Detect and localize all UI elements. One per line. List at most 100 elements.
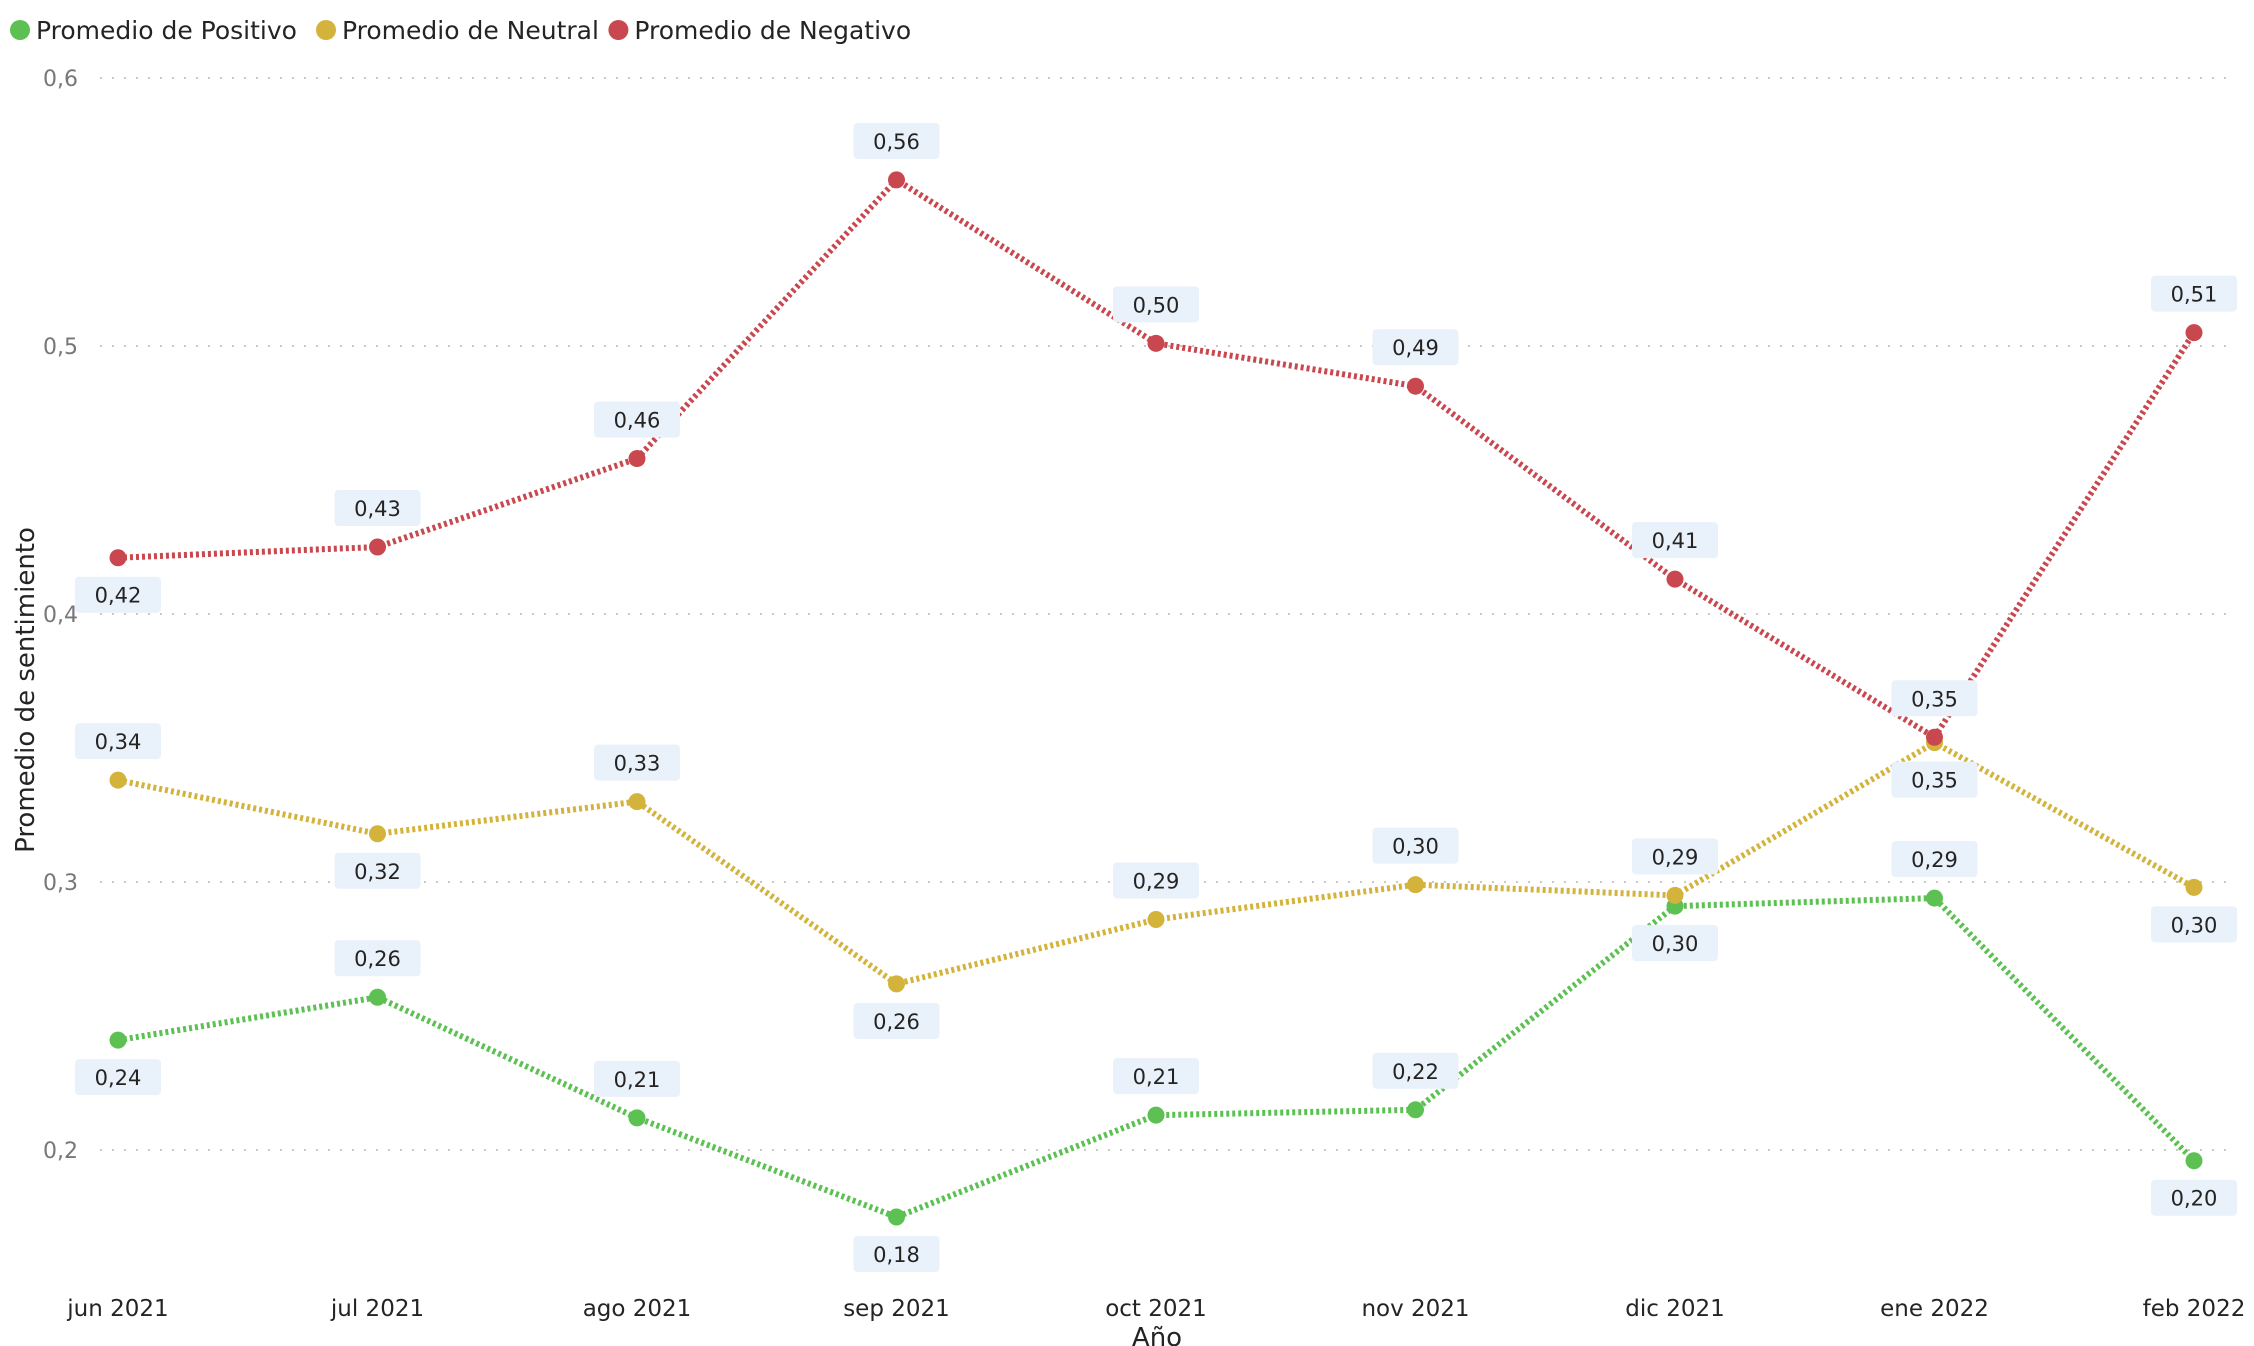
data-point[interactable]	[628, 450, 646, 468]
data-label-text: 0,26	[354, 947, 401, 971]
x-axis-ticks: jun 2021 jul 2021 ago 2021 sep 2021 oct 2021…	[66, 1296, 2245, 1322]
data-label-text: 0,35	[1911, 687, 1958, 711]
data-label-background	[1632, 522, 1718, 559]
legend-item[interactable]: Promedio de Negativo	[608, 16, 911, 45]
data-label-text: 0,33	[614, 752, 661, 776]
y-tick-label: 0,2	[43, 1139, 78, 1164]
data-label-background	[1632, 925, 1718, 962]
data-label-background	[594, 744, 680, 781]
data-point[interactable]	[2185, 1152, 2203, 1170]
data-point[interactable]	[109, 771, 127, 789]
data-label-background	[1113, 286, 1199, 323]
data-point[interactable]	[1407, 876, 1424, 894]
x-tick-label: ene 2022	[1880, 1296, 1989, 1322]
y-axis-title: Promedio de sentimiento	[11, 527, 41, 853]
x-tick-label: feb 2022	[2143, 1296, 2246, 1322]
series-line	[117, 176, 2197, 741]
data-point[interactable]	[888, 975, 905, 993]
legend-label: Promedio de Neutral	[342, 16, 599, 45]
data-label: 0,21	[1113, 1058, 1199, 1095]
data-label-text: 0,29	[1133, 870, 1180, 894]
data-label-background	[1891, 761, 1978, 798]
data-label: 0,34	[75, 723, 161, 760]
data-point[interactable]	[369, 538, 386, 556]
data-point[interactable]	[1666, 570, 1684, 588]
data-point[interactable]	[628, 793, 646, 811]
data-point[interactable]	[2185, 324, 2203, 342]
data-point[interactable]	[109, 549, 127, 567]
data-label-text: 0,43	[354, 497, 401, 521]
legend-label: Promedio de Positivo	[36, 16, 297, 45]
x-tick-label: oct 2021	[1105, 1296, 1207, 1322]
data-label: 0,18	[853, 1236, 940, 1272]
data-label: 0,49	[1372, 329, 1459, 366]
x-tick-label: ago 2021	[583, 1296, 692, 1322]
series-line	[117, 895, 2197, 1220]
data-label: 0,56	[853, 122, 940, 159]
data-label-text: 0,32	[354, 860, 401, 884]
gridlines	[100, 77, 2230, 1151]
data-label-background	[334, 490, 421, 526]
data-label-background	[1891, 841, 1978, 878]
data-label-text: 0,29	[1911, 848, 1958, 872]
data-label-background	[853, 1236, 940, 1272]
data-label-background	[2151, 906, 2237, 943]
data-label: 0,42	[75, 576, 161, 613]
data-label-text: 0,21	[614, 1068, 661, 1092]
data-point[interactable]	[888, 1208, 905, 1226]
data-label-background	[1632, 838, 1718, 875]
data-point[interactable]	[628, 1109, 646, 1127]
y-tick-label: 0,5	[43, 335, 78, 360]
data-label: 0,29	[1891, 841, 1978, 878]
legend-label: Promedio de Negativo	[634, 16, 911, 45]
data-point[interactable]	[1147, 1106, 1165, 1124]
data-label-background	[334, 852, 421, 889]
data-label-background	[1372, 329, 1459, 366]
data-label: 0,30	[1632, 925, 1718, 962]
data-point[interactable]	[1407, 1101, 1424, 1119]
data-label-text: 0,42	[95, 584, 142, 608]
data-point[interactable]	[369, 988, 386, 1006]
data-label-background	[853, 1002, 940, 1039]
data-label-text: 0,56	[873, 130, 920, 154]
data-label-background	[1372, 1052, 1459, 1089]
y-axis-ticks: 0,2 0,3 0,4 0,5 0,6	[43, 67, 78, 1164]
data-point[interactable]	[1147, 911, 1165, 929]
data-label-text: 0,30	[1392, 835, 1439, 859]
data-label-text: 0,41	[1652, 529, 1699, 553]
data-label: 0,51	[2151, 275, 2237, 312]
data-point[interactable]	[1926, 728, 1943, 746]
data-label-background	[594, 1060, 680, 1097]
data-label-background	[75, 576, 161, 613]
x-axis-title: Año	[1132, 1323, 1182, 1346]
data-point[interactable]	[1147, 334, 1165, 352]
data-point[interactable]	[888, 171, 905, 189]
data-point[interactable]	[1666, 886, 1684, 904]
data-point[interactable]	[369, 825, 386, 843]
data-point[interactable]	[1407, 377, 1424, 395]
data-label-text: 0,46	[614, 409, 661, 433]
data-label: 0,35	[1891, 761, 1978, 798]
data-label: 0,29	[1113, 862, 1199, 899]
data-point[interactable]	[2185, 878, 2203, 896]
data-label-text: 0,26	[873, 1010, 920, 1034]
data-point[interactable]	[109, 1031, 127, 1049]
legend-item[interactable]: Promedio de Neutral	[316, 16, 599, 45]
data-label: 0,41	[1632, 522, 1718, 559]
data-label-background	[1113, 1058, 1199, 1095]
data-label-text: 0,20	[2171, 1187, 2218, 1211]
data-label: 0,30	[1372, 827, 1459, 864]
legend-item[interactable]: Promedio de Positivo	[10, 16, 297, 45]
legend-marker	[10, 20, 30, 40]
x-tick-label: dic 2021	[1625, 1296, 1724, 1322]
data-label: 0,35	[1891, 680, 1978, 717]
x-tick-label: nov 2021	[1361, 1296, 1469, 1322]
data-label: 0,21	[594, 1060, 680, 1097]
data-point[interactable]	[1926, 889, 1943, 907]
data-labels: 0,24 0,26 0,21 0,18 0,21 0,22 0,30 0,29 0,20 0,34…	[75, 122, 2237, 1272]
data-label: 0,30	[2151, 906, 2237, 943]
data-label-text: 0,35	[1911, 769, 1958, 793]
data-label-background	[75, 723, 161, 760]
data-label: 0,50	[1113, 286, 1199, 323]
